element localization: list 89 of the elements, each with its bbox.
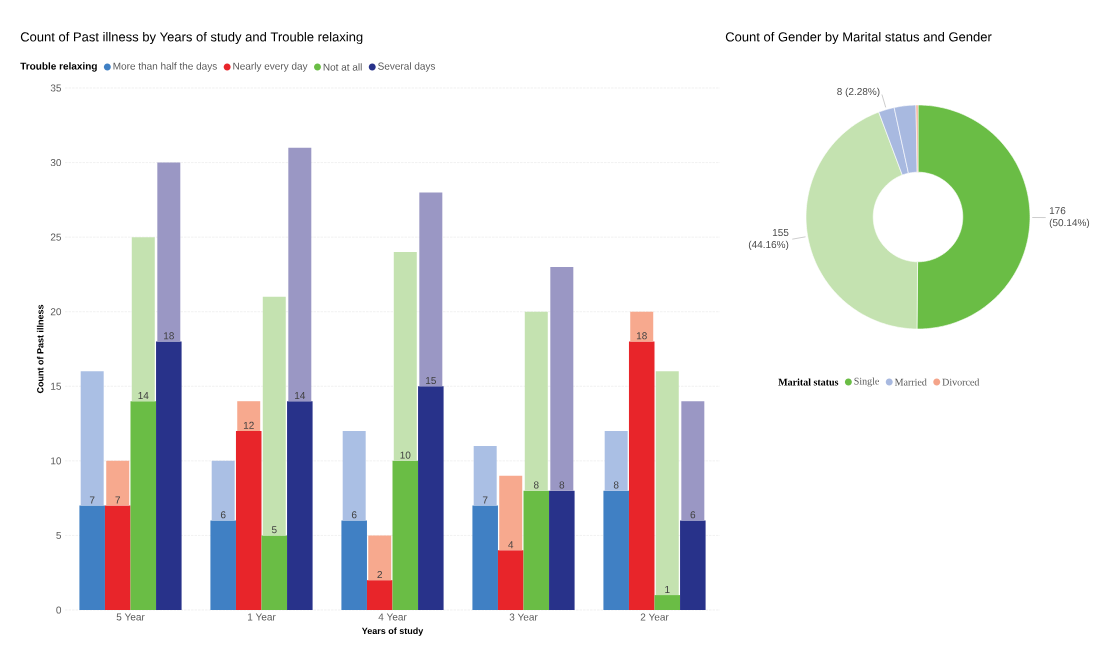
data-label: 12: [243, 421, 254, 429]
bar: [104, 505, 131, 610]
bar: [287, 401, 313, 610]
bar: [473, 445, 497, 506]
data-label: 8 (2.28%): [837, 87, 880, 98]
y-tick-label: 10: [51, 457, 62, 465]
data-label: 7: [115, 496, 121, 504]
data-label: 6: [690, 511, 696, 519]
data-label: 1: [665, 586, 670, 593]
bar: [342, 431, 366, 521]
bar: [288, 147, 312, 402]
legend-label: Not at all: [323, 63, 362, 71]
y-axis-title: Count of Past illness: [36, 304, 44, 394]
legend-label: Several days: [378, 62, 436, 72]
legend-label: Divorced: [942, 378, 980, 386]
bar: [106, 460, 130, 506]
bar: [549, 490, 575, 610]
bar: [156, 341, 182, 610]
bar: [157, 162, 181, 342]
bar: [524, 311, 548, 491]
x-axis-title: Years of study: [361, 627, 424, 636]
bar: [550, 266, 574, 491]
bar: [499, 475, 523, 551]
x-tick-label: 2 Year: [640, 613, 669, 621]
bar: [261, 535, 288, 610]
legend-label: More than half the days: [113, 62, 217, 72]
chart-title: Count of Past illness by Years of study and Trouble relaxing: [20, 31, 363, 45]
y-tick-label: 0: [56, 606, 62, 614]
bar: [211, 460, 235, 521]
legend-title: Marital status: [778, 378, 839, 386]
chart-title: Count of Gender by Marital status and Gender: [725, 31, 992, 45]
bar: [419, 192, 443, 387]
bar: [392, 460, 419, 610]
bar: [393, 252, 417, 461]
bar: [368, 535, 392, 581]
data-label: 155 (44.16%): [748, 229, 789, 251]
data-label: 8: [559, 481, 565, 489]
bar: [237, 401, 261, 432]
y-tick-label: 5: [56, 531, 62, 539]
bar: [131, 237, 155, 402]
bar: [418, 386, 444, 610]
data-label: 7: [89, 496, 95, 504]
x-tick-label: 1 Year: [248, 613, 276, 621]
bar: [80, 371, 104, 506]
data-label: 10: [400, 451, 411, 459]
legend-label: Nearly every day: [233, 62, 308, 72]
bar: [472, 505, 498, 610]
y-tick-label: 20: [50, 308, 62, 316]
bar: [79, 505, 105, 610]
y-tick-label: 35: [50, 84, 62, 92]
bar: [235, 431, 262, 610]
legend-label: Married: [894, 378, 927, 386]
data-label: 14: [295, 392, 306, 399]
data-label: 5: [271, 526, 277, 534]
x-tick-label: 4 Year: [378, 613, 407, 621]
bar: [366, 580, 393, 610]
bar: [655, 371, 679, 596]
data-label: 2: [377, 570, 383, 578]
bar: [604, 431, 628, 491]
bar: [630, 311, 654, 342]
data-label: 7: [482, 496, 488, 504]
x-tick-label: 5 Year: [116, 613, 145, 621]
data-label: 18: [164, 332, 174, 340]
bar: [681, 401, 705, 521]
data-label: 8: [613, 481, 619, 489]
bar: [680, 520, 706, 610]
y-tick-label: 25: [50, 233, 62, 241]
bar: [210, 520, 236, 610]
x-tick-label: 3 Year: [509, 613, 538, 621]
bar: [523, 490, 550, 610]
bar: [497, 550, 524, 610]
data-label: 176 (50.14%): [1049, 207, 1090, 229]
data-label: 4: [508, 541, 514, 549]
data-label: 6: [351, 511, 357, 519]
bar: [628, 341, 655, 610]
legend-label: Single: [854, 377, 879, 387]
data-label: 6: [220, 511, 226, 519]
data-label: 8: [533, 481, 539, 489]
y-tick-label: 15: [51, 382, 62, 390]
bar: [341, 520, 367, 610]
bar: [262, 296, 286, 536]
bar: [130, 401, 157, 610]
data-label: 14: [138, 392, 149, 399]
y-tick-label: 30: [50, 159, 62, 167]
data-label: 18: [636, 332, 647, 340]
legend-title: Trouble relaxing: [20, 62, 97, 72]
bar: [654, 595, 681, 610]
data-label: 15: [426, 377, 436, 385]
bar: [603, 490, 629, 610]
